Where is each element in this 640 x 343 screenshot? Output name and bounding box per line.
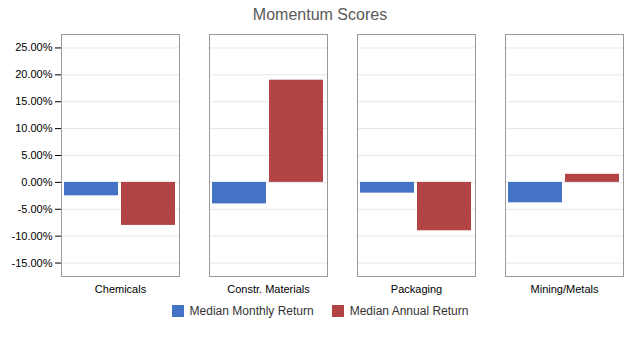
- html-text:Momentum Scores: Momentum Scores: [252, 6, 388, 23]
- svg-text:5.00%: 5.00%: [21, 149, 52, 161]
- svg-text:-10.00%: -10.00%: [12, 230, 53, 242]
- svg-text:Chemicals: Chemicals: [95, 283, 147, 295]
- html-text:Median Annual Return: Median Annual Return: [349, 304, 469, 318]
- svg-text:-15.00%: -15.00%: [12, 257, 53, 269]
- svg-text:15.00%: 15.00%: [15, 95, 53, 107]
- svg-text:25.00%: 25.00%: [15, 41, 53, 53]
- svg-text:Packaging: Packaging: [391, 283, 442, 295]
- svg-text:-5.00%: -5.00%: [18, 203, 53, 215]
- svg-text:10.00%: 10.00%: [15, 122, 53, 134]
- svg-text:0.00%: 0.00%: [21, 176, 52, 188]
- html-text:Median Monthly Return: Median Monthly Return: [189, 304, 314, 318]
- svg-text:Mining/Metals: Mining/Metals: [531, 283, 599, 295]
- svg-text:20.00%: 20.00%: [15, 68, 53, 80]
- svg-text:Constr. Materials: Constr. Materials: [227, 283, 310, 295]
